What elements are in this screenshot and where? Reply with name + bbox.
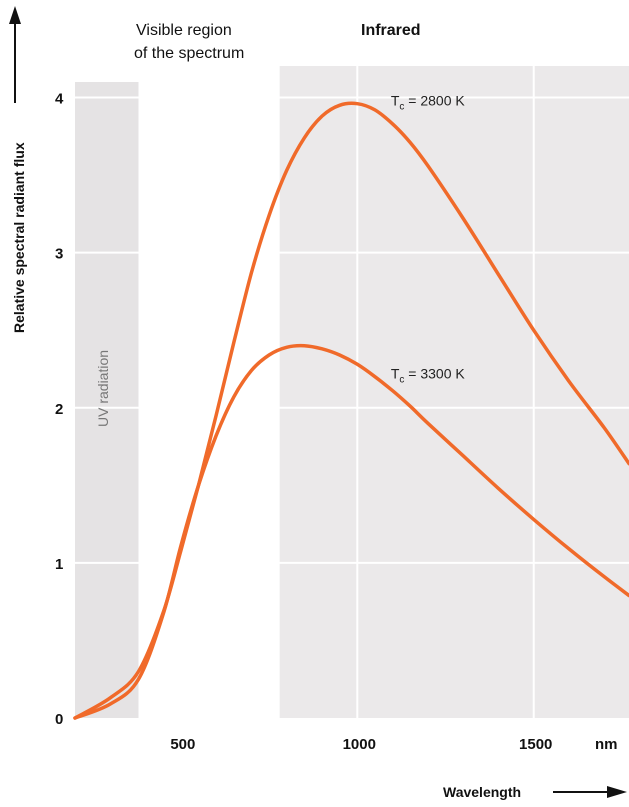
infrared-region-label: Infrared	[361, 22, 421, 39]
y-tick-4: 4	[55, 91, 64, 108]
curve-labels: Tc = 2800 K Tc = 3300 K	[391, 92, 466, 385]
curve-3300k	[73, 343, 629, 720]
x-axis-title: Wavelength	[443, 784, 521, 800]
curve-label-2800k: Tc = 2800 K	[391, 92, 466, 112]
spectral-region-bands	[75, 66, 629, 718]
infrared-band	[279, 66, 629, 718]
curves	[73, 101, 629, 720]
uv-region-label: UV radiation	[95, 350, 111, 427]
curve-label-3300k: Tc = 3300 K	[391, 365, 466, 385]
x-tick-1500: 1500	[519, 736, 552, 753]
x-tick-1000: 1000	[343, 736, 376, 753]
y-axis-arrow-head	[9, 6, 21, 24]
visible-region-label-line1: Visible region	[136, 22, 232, 39]
visible-region-label-line2: of the spectrum	[134, 45, 244, 62]
x-tick-500: 500	[170, 736, 195, 753]
y-tick-0: 0	[55, 711, 63, 728]
tick-labels: 0 1 2 3 4 500 1000 1500	[55, 91, 552, 753]
x-unit-label: nm	[595, 736, 618, 753]
y-tick-3: 3	[55, 246, 63, 263]
uv-band	[75, 82, 139, 718]
y-tick-2: 2	[55, 401, 63, 418]
y-axis-title: Relative spectral radiant flux	[11, 142, 27, 333]
y-tick-1: 1	[55, 556, 63, 573]
gridlines	[75, 66, 629, 718]
x-axis-arrow-head	[607, 786, 627, 798]
